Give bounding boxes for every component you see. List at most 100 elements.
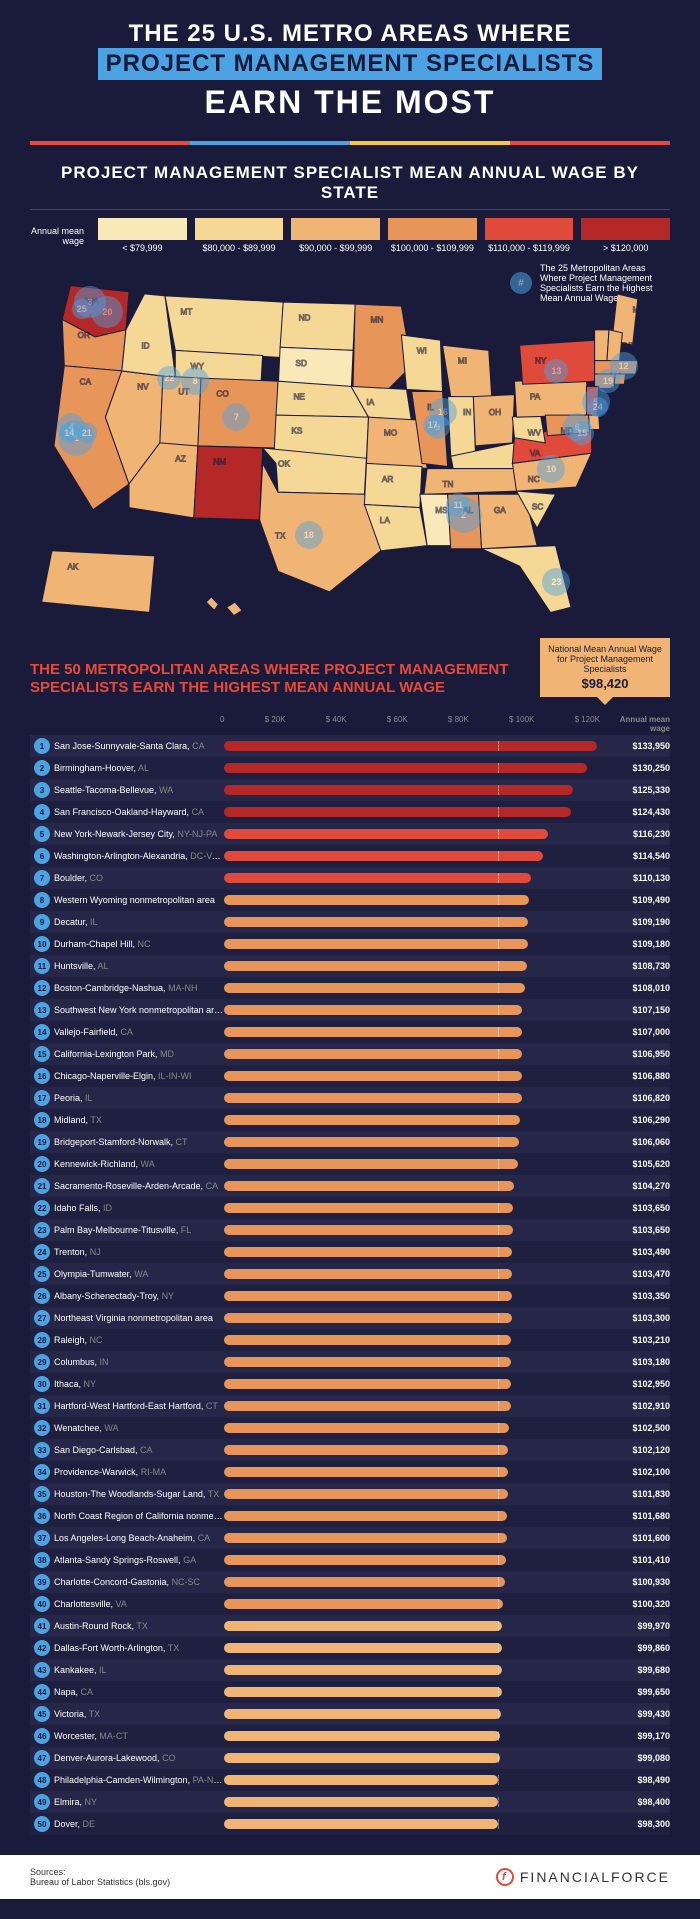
svg-text:MN: MN xyxy=(371,316,384,325)
table-row: 24Trenton, NJ$103,490 xyxy=(30,1241,670,1263)
row-bar xyxy=(224,1467,600,1477)
svg-text:WV: WV xyxy=(528,429,542,438)
row-bar xyxy=(224,1247,600,1257)
row-label: Columbus, IN xyxy=(54,1357,224,1367)
svg-text:NE: NE xyxy=(293,393,305,402)
row-rank: 39 xyxy=(34,1574,50,1590)
row-label: Durham-Chapel Hill, NC xyxy=(54,939,224,949)
row-label: Decatur, IL xyxy=(54,917,224,927)
svg-text:ND: ND xyxy=(299,314,311,323)
metro-bubble: 24 xyxy=(588,397,608,417)
row-label: Austin-Round Rock, TX xyxy=(54,1621,224,1631)
row-bar xyxy=(224,1137,600,1147)
state-NM xyxy=(194,446,263,520)
table-row: 28Raleigh, NC$103,210 xyxy=(30,1329,670,1351)
table-row: 21 Sacramento-Roseville-Arden-Arcade, CA $… xyxy=(30,1175,670,1197)
row-label: Sacramento-Roseville-Arden-Arcade, CA xyxy=(54,1181,224,1191)
row-bar xyxy=(224,1753,600,1763)
row-bar xyxy=(224,1709,600,1719)
table-row: 6Washington-Arlington-Alexandria, DC-VA-… xyxy=(30,845,670,867)
logo: f FINANCIALFORCE xyxy=(496,1868,670,1886)
table-row: 7Boulder, CO$110,130 xyxy=(30,867,670,889)
table-row: 14Vallejo-Fairfield, CA$107,000 xyxy=(30,1021,670,1043)
row-bar xyxy=(224,1533,600,1543)
row-label: Denver-Aurora-Lakewood, CO xyxy=(54,1753,224,1763)
legend-label: Annual mean wage xyxy=(30,218,90,253)
row-bar xyxy=(224,1291,600,1301)
svg-text:PA: PA xyxy=(530,393,541,402)
svg-text:AK: AK xyxy=(67,562,78,571)
header: THE 25 U.S. METRO AREAS WHERE PROJECT MA… xyxy=(0,0,700,131)
title-line-2: PROJECT MANAGEMENT SPECIALISTS xyxy=(98,48,603,80)
table-row: 46Worcester, MA-CT$99,170 xyxy=(30,1725,670,1747)
section-2-title: THE 50 METROPOLITAN AREAS WHERE PROJECT … xyxy=(30,661,540,697)
metro-bubble: 25 xyxy=(72,299,92,319)
state-OH xyxy=(473,395,514,446)
table-row: 34Providence-Warwick, RI-MA$102,100 xyxy=(30,1461,670,1483)
row-rank: 47 xyxy=(34,1750,50,1766)
row-rank: 24 xyxy=(34,1244,50,1260)
svg-text:OH: OH xyxy=(489,408,501,417)
sources: Sources: Bureau of Labor Statistics (bls… xyxy=(30,1867,170,1887)
row-bar xyxy=(224,1203,600,1213)
metro-bubble: 23 xyxy=(542,568,570,596)
table-row: 1San Jose-Sunnyvale-Santa Clara, CA$133,… xyxy=(30,735,670,757)
row-label: Boulder, CO xyxy=(54,873,224,883)
infographic-page: THE 25 U.S. METRO AREAS WHERE PROJECT MA… xyxy=(0,0,700,1919)
row-value: $103,180 xyxy=(600,1357,670,1367)
row-label: Houston-The Woodlands-Sugar Land, TX xyxy=(54,1489,224,1499)
row-rank: 49 xyxy=(34,1794,50,1810)
svg-text:KS: KS xyxy=(291,427,302,436)
svg-text:SC: SC xyxy=(532,503,543,512)
svg-text:RI: RI xyxy=(631,386,639,395)
state-AR xyxy=(364,463,422,507)
row-label: Seattle-Tacoma-Bellevue, WA xyxy=(54,785,224,795)
row-rank: 21 xyxy=(34,1178,50,1194)
legend-item: $90,000 - $99,999 xyxy=(291,218,380,253)
svg-text:AR: AR xyxy=(382,475,393,484)
row-bar xyxy=(224,1819,600,1829)
row-value: $104,270 xyxy=(600,1181,670,1191)
row-value: $107,150 xyxy=(600,1005,670,1015)
row-label: Birmingham-Hoover, AL xyxy=(54,763,224,773)
table-row: 47Denver-Aurora-Lakewood, CO$99,080 xyxy=(30,1747,670,1769)
row-label: San Francisco-Oakland-Hayward, CA xyxy=(54,807,224,817)
row-rank: 42 xyxy=(34,1640,50,1656)
row-rank: 4 xyxy=(34,804,50,820)
row-rank: 22 xyxy=(34,1200,50,1216)
logo-icon: f xyxy=(496,1868,514,1886)
row-value: $102,100 xyxy=(600,1467,670,1477)
svg-text:ID: ID xyxy=(141,341,149,350)
row-value: $103,210 xyxy=(600,1335,670,1345)
row-label: Southwest New York nonmetropolitan area xyxy=(54,1005,224,1015)
row-rank: 40 xyxy=(34,1596,50,1612)
row-label: Vallejo-Fairfield, CA xyxy=(54,1027,224,1037)
row-bar xyxy=(224,961,600,971)
row-rank: 25 xyxy=(34,1266,50,1282)
table-row: 33San Diego-Carlsbad, CA$102,120 xyxy=(30,1439,670,1461)
row-bar xyxy=(224,1489,600,1499)
row-value: $99,650 xyxy=(600,1687,670,1697)
metro-bubble: 7 xyxy=(222,403,250,431)
table-row: 2Birmingham-Hoover, AL$130,250 xyxy=(30,757,670,779)
row-value: $100,930 xyxy=(600,1577,670,1587)
table-row: 20Kennewick-Richland, WA$105,620 xyxy=(30,1153,670,1175)
row-value: $116,230 xyxy=(600,829,670,839)
metro-bubble: 20 xyxy=(91,296,123,328)
legend-item: > $120,000 xyxy=(581,218,670,253)
svg-text:VA: VA xyxy=(530,449,541,458)
row-value: $109,490 xyxy=(600,895,670,905)
row-value: $99,170 xyxy=(600,1731,670,1741)
row-value: $99,430 xyxy=(600,1709,670,1719)
svg-text:CO: CO xyxy=(216,390,228,399)
row-label: Charlotte-Concord-Gastonia, NC-SC xyxy=(54,1577,224,1587)
row-label: Philadelphia-Camden-Wilmington, PA-NJ-DE… xyxy=(54,1775,224,1785)
table-row: 42Dallas-Fort Worth-Arlington, TX$99,860 xyxy=(30,1637,670,1659)
row-label: Raleigh, NC xyxy=(54,1335,224,1345)
row-value: $108,010 xyxy=(600,983,670,993)
row-rank: 43 xyxy=(34,1662,50,1678)
row-label: Boston-Cambridge-Nashua, MA-NH xyxy=(54,983,224,993)
title-line-3: EARN THE MOST xyxy=(30,84,670,121)
legend-item: $100,000 - $109,999 xyxy=(388,218,477,253)
us-map: # The 25 Metropolitan Areas Where Projec… xyxy=(30,263,670,638)
